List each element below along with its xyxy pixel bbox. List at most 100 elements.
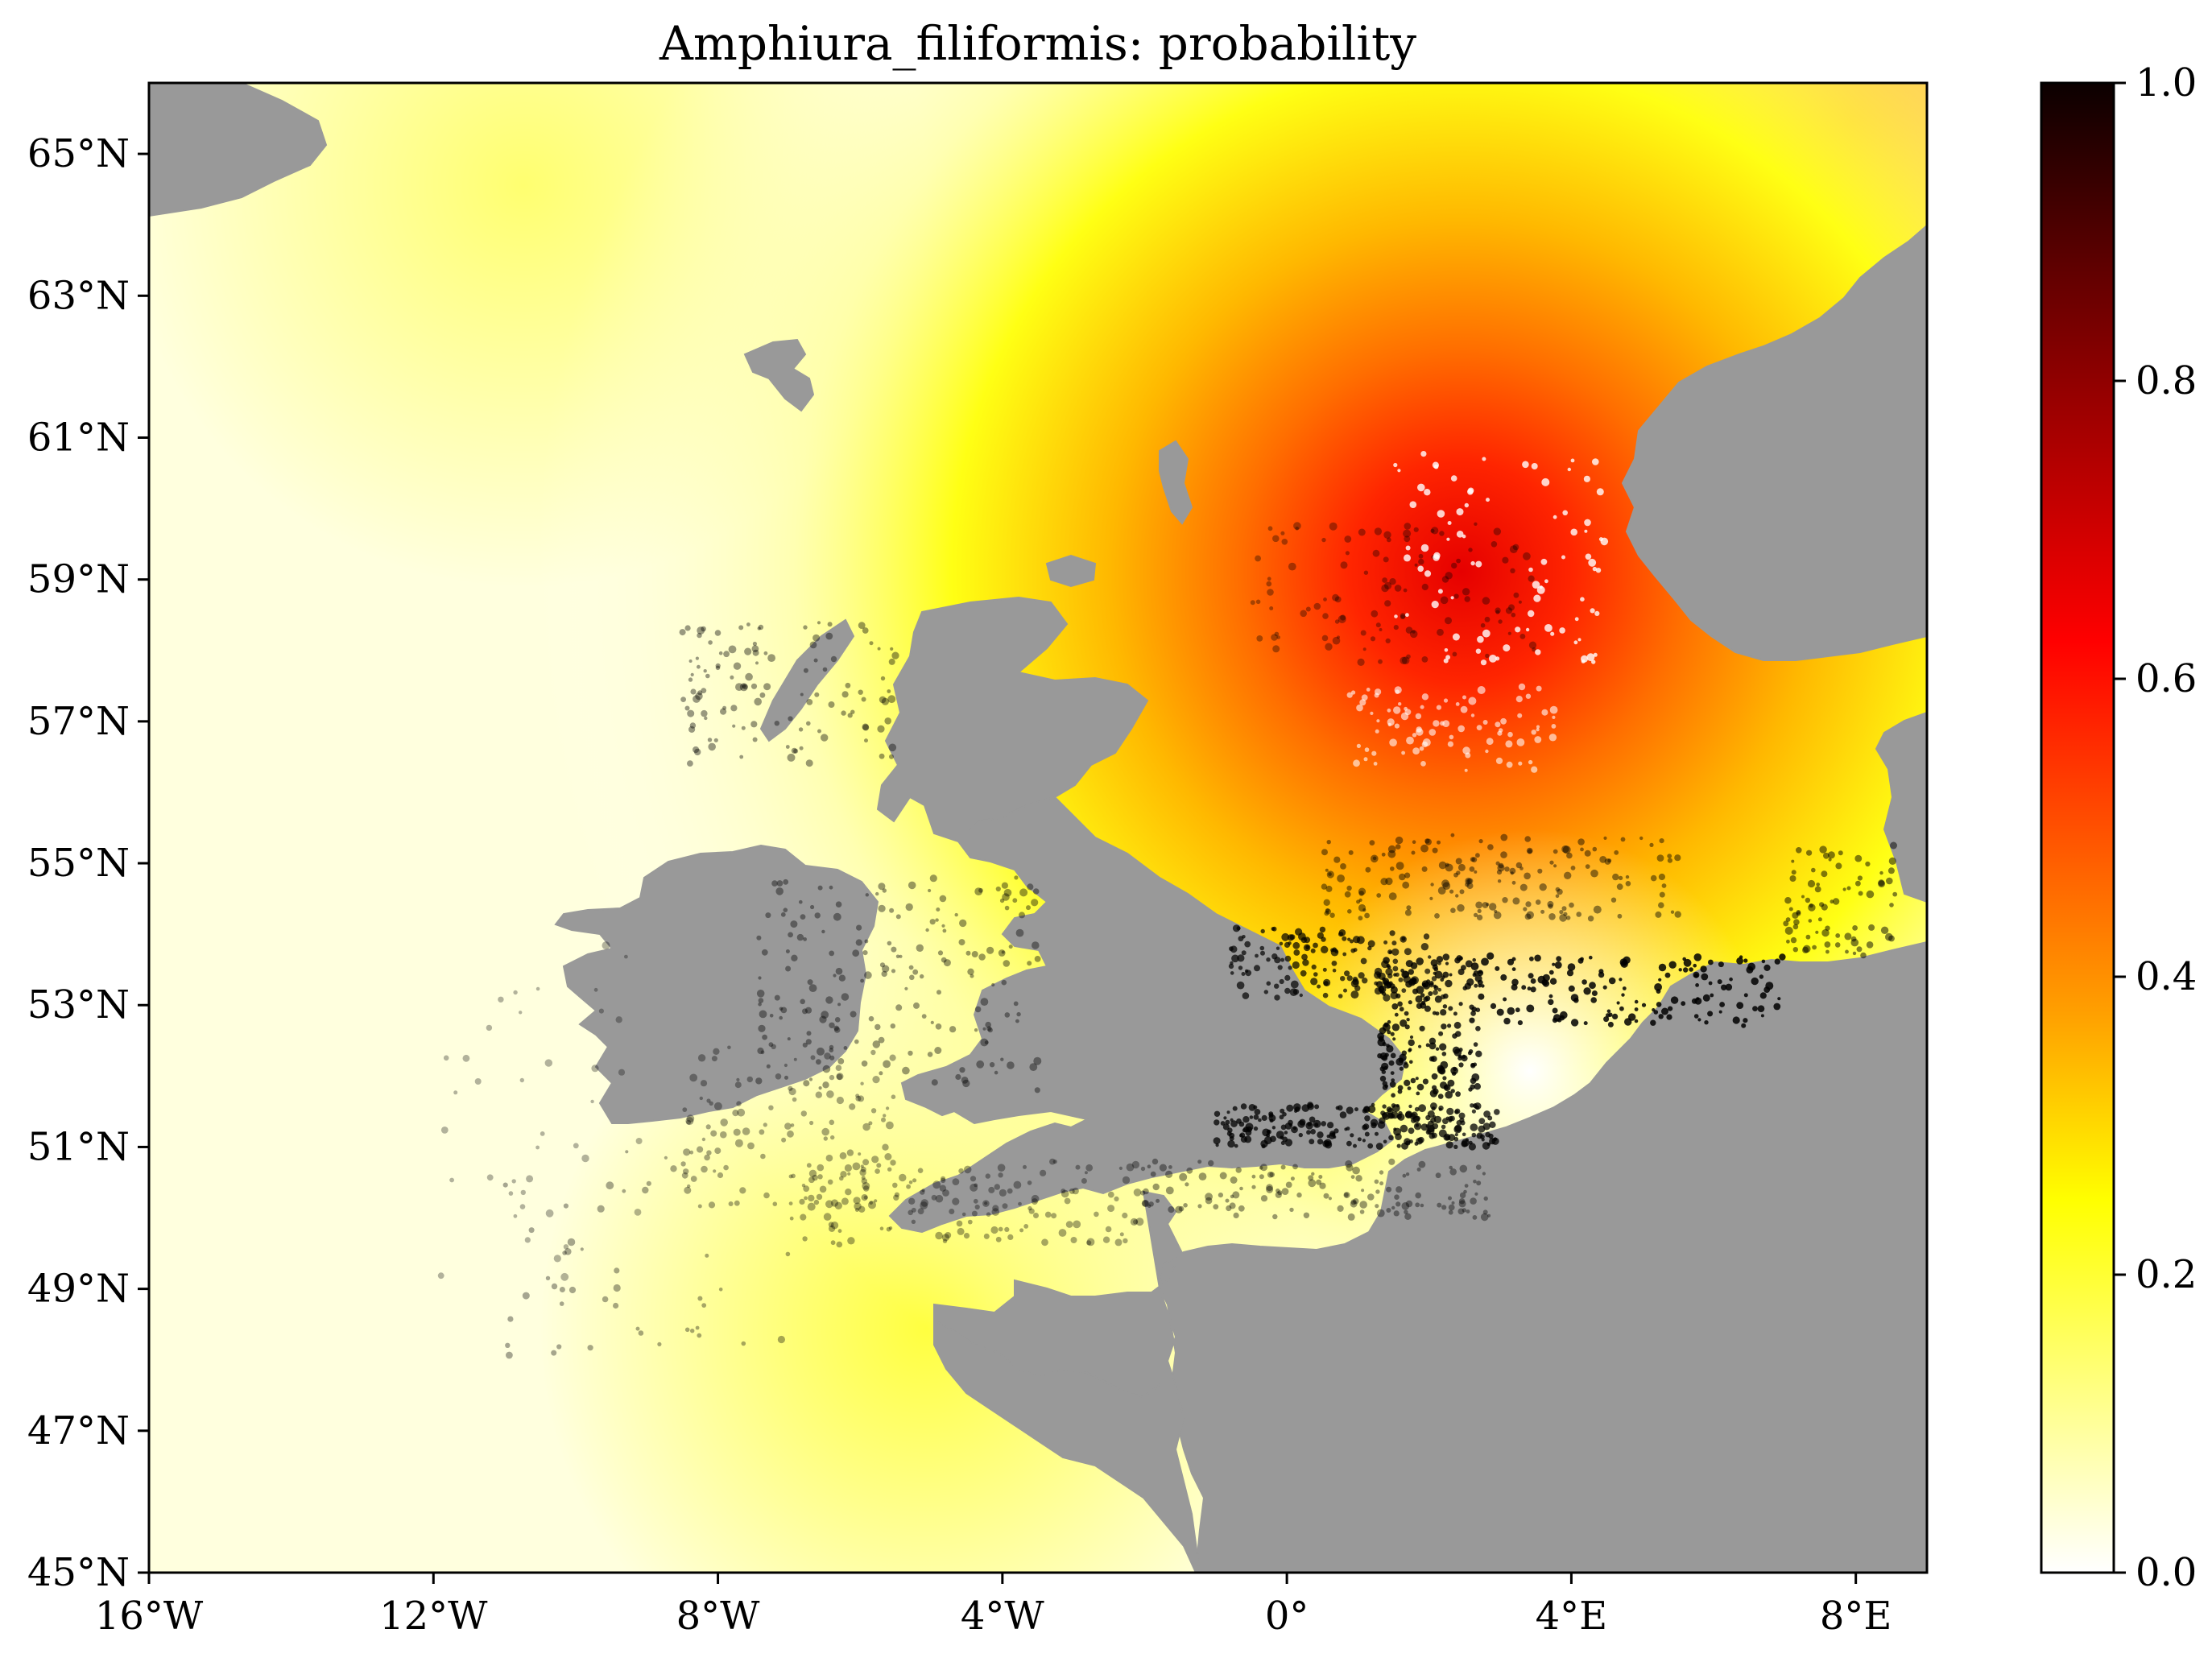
sample-point (635, 1138, 643, 1144)
y-tick-label: 63°N (27, 273, 130, 318)
sample-point (1623, 956, 1631, 965)
sample-point (1614, 850, 1619, 855)
sample-point (1493, 911, 1502, 920)
sample-point (1659, 891, 1665, 898)
sample-point (1495, 861, 1500, 866)
sample-point (1835, 933, 1841, 938)
sample-point (1458, 1112, 1466, 1119)
sample-point (1392, 1037, 1396, 1041)
sample-point (1256, 635, 1263, 642)
sample-point (1604, 858, 1611, 865)
sample-point (806, 721, 811, 726)
sample-point (1625, 881, 1631, 887)
sample-point (1266, 1184, 1273, 1192)
sample-point (1357, 658, 1365, 667)
sample-point (1431, 601, 1439, 609)
sample-point (1470, 1197, 1477, 1205)
sample-point (1376, 1209, 1385, 1218)
sample-point (843, 1046, 848, 1050)
sample-point (1835, 862, 1842, 870)
sample-point (1288, 965, 1292, 970)
sample-point (1511, 880, 1516, 885)
sample-point (1394, 686, 1402, 694)
sample-point (1383, 940, 1388, 945)
sample-point (1338, 929, 1346, 936)
sample-point (1405, 613, 1409, 618)
sample-point (701, 1303, 707, 1308)
sample-point (1085, 1164, 1094, 1172)
sample-point (1515, 696, 1523, 703)
sample-point (879, 1226, 884, 1230)
sample-point (812, 634, 821, 642)
sample-point (1367, 1143, 1374, 1149)
sample-point (1468, 697, 1477, 705)
sample-point (1031, 1198, 1038, 1205)
sample-point (1397, 1085, 1404, 1091)
sample-point (1260, 1164, 1267, 1172)
sample-point (758, 624, 764, 630)
sample-point (1254, 965, 1260, 972)
sample-point (1549, 978, 1557, 985)
sample-point (1299, 993, 1304, 998)
sample-point (1362, 1139, 1366, 1143)
sample-point (1015, 1019, 1019, 1023)
sample-point (1383, 1139, 1387, 1144)
sample-point (799, 1198, 805, 1205)
sample-point (1358, 972, 1365, 979)
sample-point (860, 1166, 866, 1172)
sample-point (852, 1162, 861, 1171)
land-brittany (933, 1319, 1201, 1573)
sample-point (1805, 934, 1811, 940)
sample-point (775, 887, 784, 895)
sample-point (1430, 1056, 1437, 1062)
sample-point (943, 959, 951, 967)
map-title: Amphiura_filiformis: probability (659, 16, 1416, 71)
sample-point (1001, 950, 1005, 954)
y-tick-label: 51°N (27, 1124, 130, 1169)
sample-point (685, 1117, 694, 1126)
sample-point (1442, 1004, 1448, 1009)
sample-point (845, 1189, 852, 1196)
sample-point (1313, 972, 1318, 977)
sample-point (519, 1204, 526, 1209)
sample-point (638, 1330, 644, 1336)
sample-point (1266, 581, 1272, 587)
y-tick-label: 45°N (27, 1550, 130, 1595)
sample-point (1447, 741, 1453, 747)
sample-point (1693, 953, 1702, 961)
sample-point (906, 1184, 911, 1189)
sample-point (781, 1137, 787, 1143)
sample-point (1165, 1186, 1174, 1195)
sample-point (862, 723, 869, 730)
sample-point (1404, 1111, 1412, 1118)
sample-point (1338, 994, 1343, 998)
sample-point (822, 1081, 829, 1089)
sample-point (1356, 743, 1361, 749)
sample-point (1375, 729, 1379, 734)
sample-point (686, 1114, 695, 1122)
sample-point (862, 1182, 870, 1190)
sample-point (1356, 899, 1361, 904)
sample-point (1213, 1137, 1221, 1145)
sample-point (1526, 1004, 1535, 1013)
sample-point (1386, 1044, 1390, 1048)
sample-point (800, 1110, 807, 1117)
sample-point (1415, 995, 1423, 1003)
sample-point (1462, 588, 1470, 596)
sample-point (684, 1186, 692, 1194)
sample-point (1230, 1194, 1234, 1199)
sample-point (1531, 463, 1538, 469)
sample-point (1850, 936, 1857, 942)
sample-point (780, 912, 786, 917)
sample-point (1007, 1188, 1013, 1194)
sample-point (1784, 897, 1792, 904)
sample-point (1650, 1019, 1656, 1026)
sample-point (905, 903, 913, 912)
sample-point (1244, 941, 1251, 948)
sample-point (1584, 529, 1588, 533)
sample-point (1507, 1007, 1515, 1015)
sample-point (1337, 1205, 1344, 1212)
sample-point (945, 1232, 952, 1238)
sample-point (1420, 1203, 1424, 1208)
sample-point (1732, 1016, 1740, 1024)
